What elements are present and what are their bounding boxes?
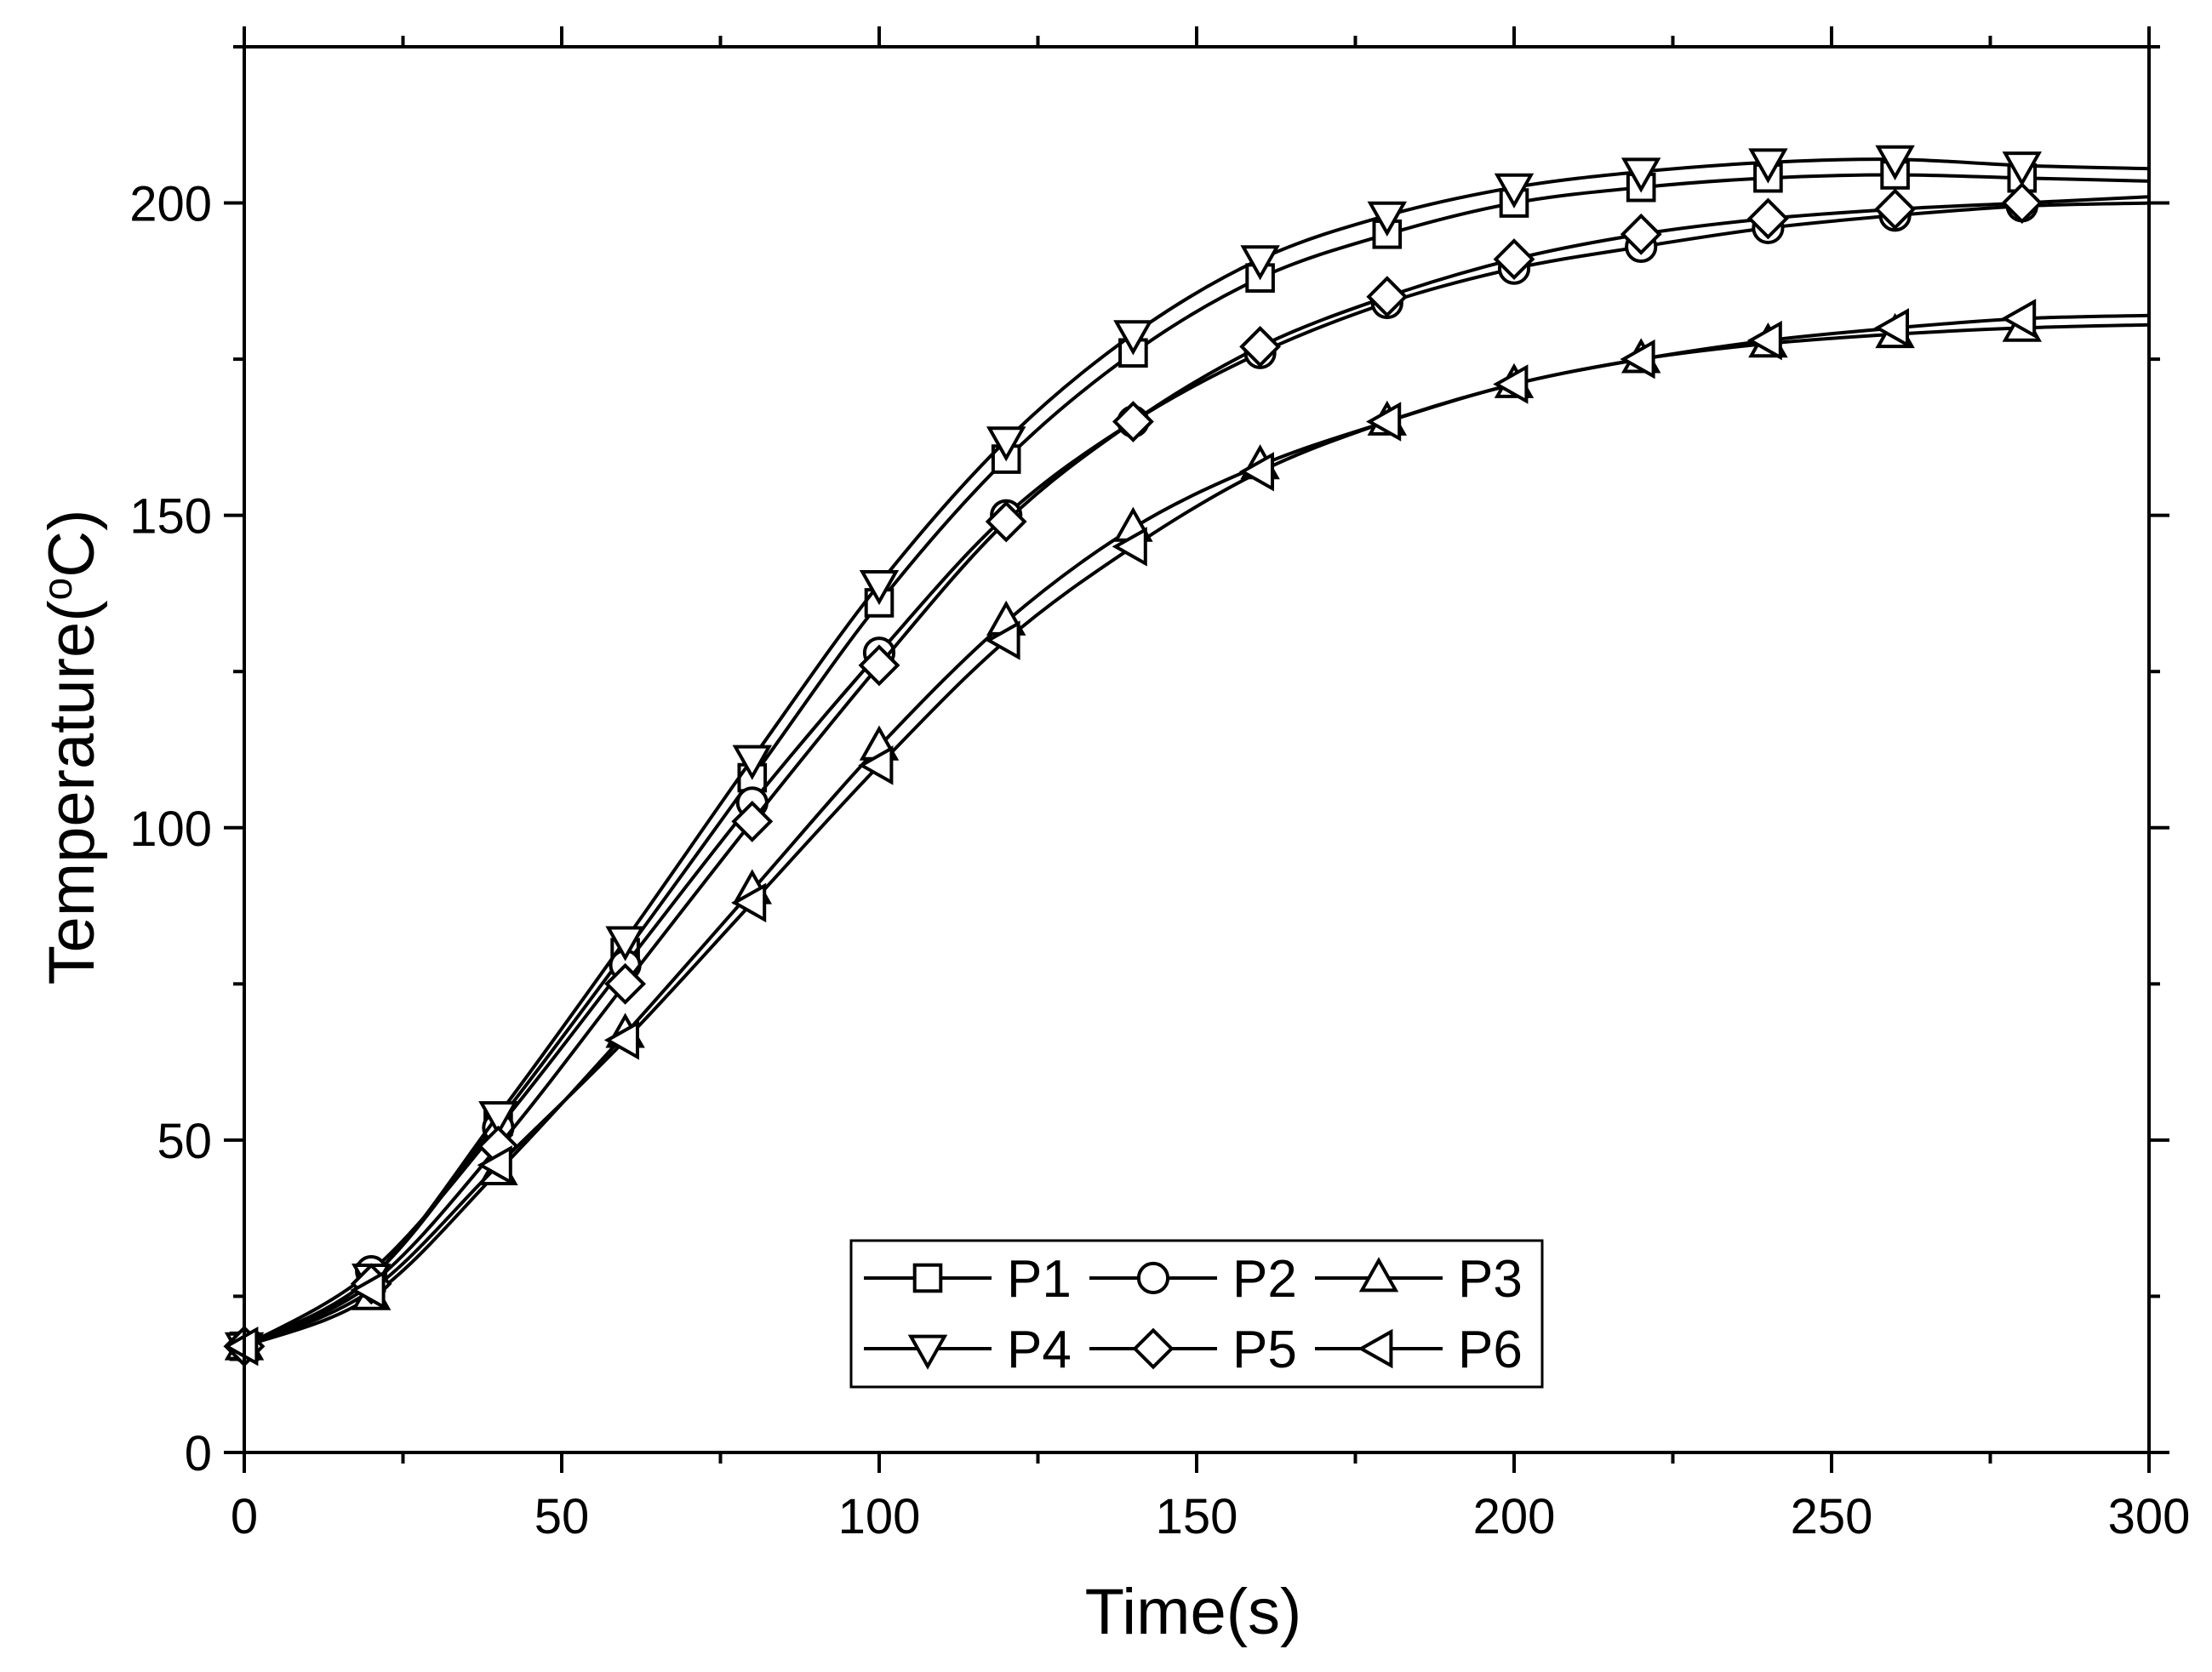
data-point-p4-140 [1113,320,1153,356]
y-axis-title-unit: C) [36,510,108,578]
data-point-p6-240 [1746,320,1782,361]
data-point-p5-240 [1746,197,1789,240]
data-point-p4-260 [1875,145,1915,180]
data-point-p5-60 [604,962,647,1005]
ticks-layer: 0 50 100 150 200 250 300 0 50 100 150 200 [129,26,2190,1544]
legend-label-p6: P6 [1458,1321,1523,1379]
data-point-p5-180 [1366,276,1409,318]
data-point-p6-80 [731,882,767,923]
data-point-p6-280 [2001,299,2037,339]
data-point-p4-280 [2002,151,2043,187]
legend: P1 P2 P3 P4 P5 P6 [849,1239,1544,1389]
data-point-p4-240 [1748,148,1788,184]
data-point-p6-180 [1366,402,1402,442]
data-point-p4-220 [1620,157,1661,193]
data-point-p4-180 [1367,201,1408,237]
series-layer [223,145,2150,1367]
y-tick-label: 0 [185,1426,212,1481]
legend-label-p3: P3 [1458,1250,1523,1309]
data-point-p4-80 [732,745,773,780]
legend-item-p1: P1 [864,1250,1072,1309]
data-point-p6-140 [1112,527,1147,567]
legend-marker-p2 [1136,1261,1170,1295]
legend-marker-p1 [912,1263,943,1293]
legend-item-p5: P5 [1089,1321,1297,1379]
x-tick-label: 150 [1156,1489,1238,1544]
data-point-p5-200 [1493,238,1535,281]
y-axis-title-degree: o [36,578,81,601]
data-point-p6-60 [603,1020,639,1060]
data-point-p4-200 [1494,173,1535,208]
data-point-p5-120 [985,500,1027,543]
x-tick-label: 250 [1791,1489,1873,1544]
x-tick-label: 300 [2108,1489,2191,1544]
data-point-p6-160 [1238,452,1274,492]
data-point-p5-160 [1239,325,1282,368]
legend-label-p1: P1 [1007,1250,1072,1309]
y-axis-title-main: Temperature( [36,600,108,984]
y-tick-label: 150 [129,489,212,545]
x-tick-label: 200 [1473,1489,1556,1544]
x-axis-title: Time(s) [1085,1576,1302,1648]
data-point-p5-140 [1112,401,1154,442]
data-point-p6-220 [1620,339,1655,379]
x-tick-label: 50 [534,1489,590,1544]
y-tick-label: 50 [157,1114,212,1169]
data-point-p4-120 [986,426,1026,462]
data-point-p6-100 [858,745,894,785]
legend-item-p4: P4 [864,1321,1072,1379]
data-point-p4-160 [1240,245,1280,281]
legend-marker-p4 [907,1334,948,1370]
legend-box [849,1239,1544,1389]
data-point-p5-80 [731,800,774,842]
legend-marker-p3 [1358,1257,1399,1293]
legend-label-p2: P2 [1232,1250,1297,1309]
data-point-p5-260 [1874,188,1917,231]
data-point-p6-200 [1493,364,1529,404]
data-point-p4-40 [478,1101,518,1137]
data-point-p5-100 [858,644,900,687]
data-point-p6-0 [223,1326,259,1367]
data-point-p4-60 [605,926,645,962]
data-point-p6-120 [985,620,1020,660]
data-point-p5-280 [2001,182,2043,225]
legend-label-p4: P4 [1007,1321,1072,1379]
legend-item-p2: P2 [1089,1250,1297,1309]
data-point-p5-220 [1620,213,1662,255]
y-axis-title: Temperature(oC) [36,510,109,985]
legend-label-p5: P5 [1232,1321,1297,1379]
data-point-p6-20 [350,1270,386,1310]
legend-item-p3: P3 [1315,1250,1523,1309]
x-tick-label: 100 [838,1489,921,1544]
data-point-p6-260 [1873,308,1909,348]
y-tick-label: 100 [129,802,212,857]
data-point-p4-100 [859,570,900,606]
y-tick-label: 200 [129,177,212,232]
x-tick-label: 0 [231,1489,258,1544]
legend-item-p6: P6 [1315,1321,1523,1379]
data-point-p6-40 [477,1145,512,1185]
series-p6 [223,299,2150,1367]
legend-marker-p5 [1132,1327,1175,1370]
legend-marker-p6 [1357,1328,1393,1369]
